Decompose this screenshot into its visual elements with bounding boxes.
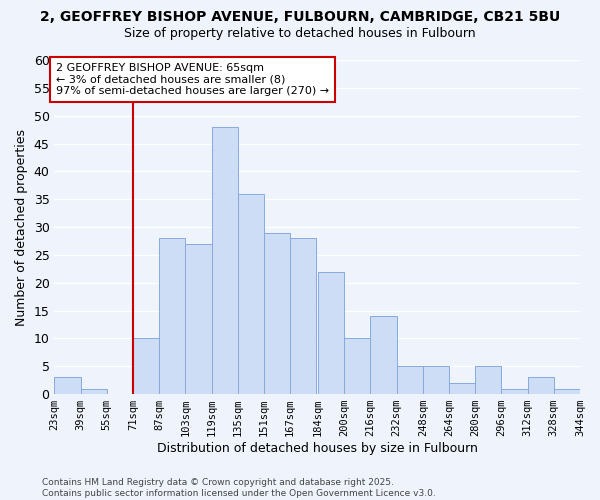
Bar xyxy=(318,272,344,394)
Bar xyxy=(370,316,397,394)
Bar xyxy=(527,378,554,394)
Text: 2 GEOFFREY BISHOP AVENUE: 65sqm
← 3% of detached houses are smaller (8)
97% of s: 2 GEOFFREY BISHOP AVENUE: 65sqm ← 3% of … xyxy=(56,63,329,96)
Bar xyxy=(344,338,370,394)
Text: Contains HM Land Registry data © Crown copyright and database right 2025.
Contai: Contains HM Land Registry data © Crown c… xyxy=(42,478,436,498)
Text: Size of property relative to detached houses in Fulbourn: Size of property relative to detached ho… xyxy=(124,28,476,40)
Bar xyxy=(554,388,580,394)
Bar xyxy=(475,366,502,394)
X-axis label: Distribution of detached houses by size in Fulbourn: Distribution of detached houses by size … xyxy=(157,442,478,455)
Bar xyxy=(185,244,212,394)
Bar xyxy=(502,388,527,394)
Bar xyxy=(397,366,423,394)
Text: 2, GEOFFREY BISHOP AVENUE, FULBOURN, CAMBRIDGE, CB21 5BU: 2, GEOFFREY BISHOP AVENUE, FULBOURN, CAM… xyxy=(40,10,560,24)
Bar xyxy=(423,366,449,394)
Bar xyxy=(80,388,107,394)
Bar xyxy=(133,338,159,394)
Y-axis label: Number of detached properties: Number of detached properties xyxy=(15,128,28,326)
Bar xyxy=(55,378,80,394)
Bar xyxy=(264,232,290,394)
Bar xyxy=(212,127,238,394)
Bar xyxy=(449,383,475,394)
Bar xyxy=(238,194,264,394)
Bar xyxy=(290,238,316,394)
Bar xyxy=(159,238,185,394)
